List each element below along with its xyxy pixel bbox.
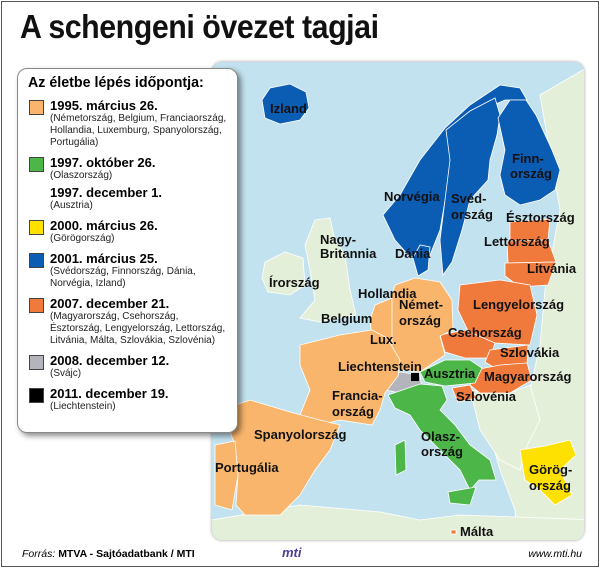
country-spain [221, 399, 341, 516]
label-lux: Lux. [370, 332, 397, 347]
label-hollandia: Hollandia [358, 286, 417, 301]
legend-date: 1995. március 26. [50, 98, 158, 113]
label-szlovenia: Szlovénia [456, 389, 517, 404]
legend-date: 2011. december 19. [50, 386, 169, 401]
country-portugal [214, 440, 239, 511]
label-nemetorszag: Német- [399, 297, 443, 312]
label-gorogorszag: Görög- [529, 462, 572, 477]
label-litvania: Litvánia [527, 261, 577, 276]
country-finland [497, 99, 561, 206]
label-ausztria: Ausztria [424, 366, 476, 381]
label-csehorszag: Csehország [448, 325, 522, 340]
label-nagy-britannia: Nagy- [320, 232, 356, 247]
legend-swatch [29, 355, 44, 370]
website-url: www.mti.hu [528, 548, 582, 560]
label-finnorszag: Finn- [512, 151, 544, 166]
legend-date: 2000. március 26. [50, 218, 158, 233]
legend-item: 2007. december 21. (Magyarország, Csehors… [28, 296, 231, 347]
legend-item: 1997. december 1. (Ausztria) [28, 185, 231, 212]
label-spanyolorszag: Spanyolország [254, 427, 347, 442]
country-italy [387, 383, 497, 491]
label-belgium: Belgium [321, 311, 372, 326]
legend-date: 2008. december 12. [50, 353, 170, 368]
label-svedorszag: Svéd- [451, 191, 486, 206]
country-poland [457, 279, 538, 346]
label-olaszorszag: Olasz- [421, 429, 460, 444]
label-finnorszag-2: ország [510, 166, 552, 181]
legend-item: 2008. december 12. (Svájc) [28, 353, 231, 380]
north-africa [212, 504, 584, 540]
legend-countries: (Ausztria) [50, 200, 93, 211]
label-irorszag: Írország [269, 275, 320, 290]
mti-logo: mti [282, 545, 302, 560]
legend-countries: (Svájc) [50, 368, 82, 379]
legend-item: 2000. március 26. (Görögország) [28, 218, 231, 245]
country-great-britain [299, 217, 357, 323]
label-dania: Dánia [395, 246, 431, 261]
legend-title: Az életbe lépés időpontja: [28, 74, 204, 91]
label-franciaorszag: Francia- [332, 388, 383, 403]
legend-date: 2007. december 21. [50, 296, 170, 311]
source-name: MTVA - Sajtóadatbank / MTI [58, 548, 195, 560]
label-szlovakia: Szlovákia [500, 345, 560, 360]
label-franciaorszag-2: ország [332, 404, 374, 419]
country-greece [519, 439, 577, 506]
legend-swatch [29, 388, 44, 403]
europe-map: Izland Finn- ország Norvégia Svéd- orszá… [212, 62, 584, 540]
legend-countries: (Svédország, Finnország, Dánia, Norvégia… [50, 266, 196, 289]
label-olaszorszag-2: ország [421, 444, 463, 459]
legend-item: 2001. március 25. (Svédország, Finnország… [28, 251, 231, 290]
label-nemetorszag-2: ország [399, 313, 441, 328]
legend-item: 1997. október 26. (Olaszország) [28, 155, 231, 182]
legend-item: 2011. december 19. (Liechtenstein) [28, 386, 231, 413]
source: Forrás: MTVA - Sajtóadatbank / MTI [22, 548, 195, 560]
island-sicily [447, 486, 477, 506]
label-magyarorszag: Magyarország [484, 369, 571, 384]
source-prefix: Forrás: [22, 548, 56, 560]
country-iceland [261, 83, 310, 125]
legend-countries: (Magyarország, Csehország, Észtország, L… [50, 311, 226, 346]
legend-countries: (Görögország) [50, 233, 115, 244]
label-portugalia: Portugália [215, 460, 279, 475]
country-slovenia [451, 384, 477, 403]
country-lithuania [504, 261, 557, 288]
label-malta: Málta [460, 524, 494, 539]
label-esztorszag: Észtország [506, 210, 575, 225]
country-denmark [412, 244, 431, 277]
country-hungary [469, 362, 533, 394]
legend-swatch [29, 298, 44, 313]
island-sardinia [394, 439, 407, 476]
label-norvegia: Norvégia [384, 189, 440, 204]
legend-countries: (Liechtenstein) [50, 401, 116, 412]
country-liechtenstein [411, 373, 419, 381]
country-france [299, 329, 401, 426]
legend-date: 1997. december 1. [50, 185, 163, 200]
country-malta [450, 529, 457, 535]
legend-countries: (Németország, Belgium, Franciaország, Ho… [50, 113, 227, 148]
legend-swatch [29, 157, 44, 172]
legend-countries: (Olaszország) [50, 170, 113, 181]
label-liechtenstein: Liechtenstein [338, 359, 422, 374]
label-nagy-britannia-2: Britannia [320, 246, 377, 261]
label-svedorszag-2: ország [451, 207, 493, 222]
legend-swatch [29, 253, 44, 268]
label-izland: Izland [270, 101, 307, 116]
label-gorogorszag-2: ország [529, 478, 571, 493]
label-lettorszag: Lettország [484, 234, 550, 249]
legend-swatch [29, 100, 44, 115]
page-title: A schengeni övezet tagjai [20, 8, 379, 45]
label-lengyelorszag: Lengyelország [473, 297, 564, 312]
legend: Az életbe lépés időpontja: 1995. március… [17, 68, 238, 433]
country-austria [419, 359, 483, 387]
country-sweden [439, 97, 501, 277]
legend-date: 2001. március 25. [50, 251, 158, 266]
legend-item: 1995. március 26. (Németország, Belgium, … [28, 98, 231, 149]
legend-date: 1997. október 26. [50, 155, 156, 170]
legend-swatch [29, 220, 44, 235]
country-ireland [261, 251, 306, 296]
